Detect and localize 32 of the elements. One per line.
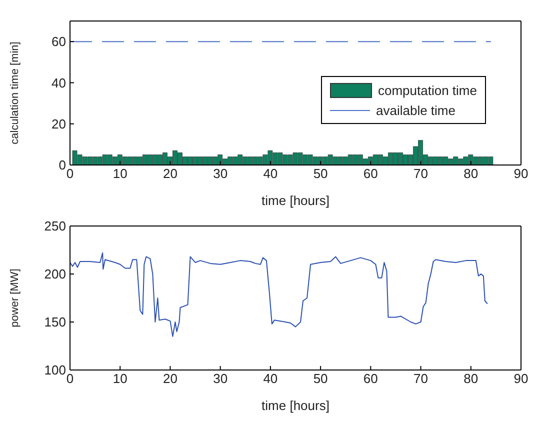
y-tick-label: 200 xyxy=(44,266,66,282)
x-axis-title: time [hours] xyxy=(262,193,330,208)
y-tick-label: 40 xyxy=(52,75,66,90)
y-axis-title: power [MW] xyxy=(8,268,21,328)
y-axis-title: calculation time [min] xyxy=(8,42,21,144)
x-tick-label: 80 xyxy=(464,166,478,182)
x-tick-label: 50 xyxy=(313,371,328,386)
x-tick-label: 30 xyxy=(213,166,228,182)
x-tick-label: 40 xyxy=(263,371,278,386)
x-tick-label: 20 xyxy=(162,371,178,386)
y-tick-label: 250 xyxy=(44,218,66,234)
y-tick-label: 60 xyxy=(52,34,66,50)
y-tick-label: 100 xyxy=(44,362,66,378)
x-tick-label: 30 xyxy=(213,371,228,386)
x-tick-label: 20 xyxy=(162,166,178,182)
x-tick-label: 10 xyxy=(112,166,128,182)
y-tick-label: 20 xyxy=(52,116,66,132)
x-tick-label: 60 xyxy=(363,371,378,386)
x-tick-label: 70 xyxy=(414,166,428,182)
legend-label: available time xyxy=(376,102,456,118)
legend-label: computation time xyxy=(378,82,477,98)
x-axis-title: time [hours] xyxy=(262,398,330,413)
line-series xyxy=(70,252,488,337)
x-tick-label: 10 xyxy=(112,371,128,386)
y-tick-label: 150 xyxy=(44,314,66,330)
x-tick-label: 80 xyxy=(464,371,478,386)
x-tick-label: 50 xyxy=(313,166,328,182)
x-tick-label: 90 xyxy=(514,166,528,182)
x-tick-label: 60 xyxy=(363,166,378,182)
x-tick-label: 70 xyxy=(414,371,428,386)
x-tick-label: 90 xyxy=(514,371,528,386)
x-tick-label: 40 xyxy=(263,166,278,182)
